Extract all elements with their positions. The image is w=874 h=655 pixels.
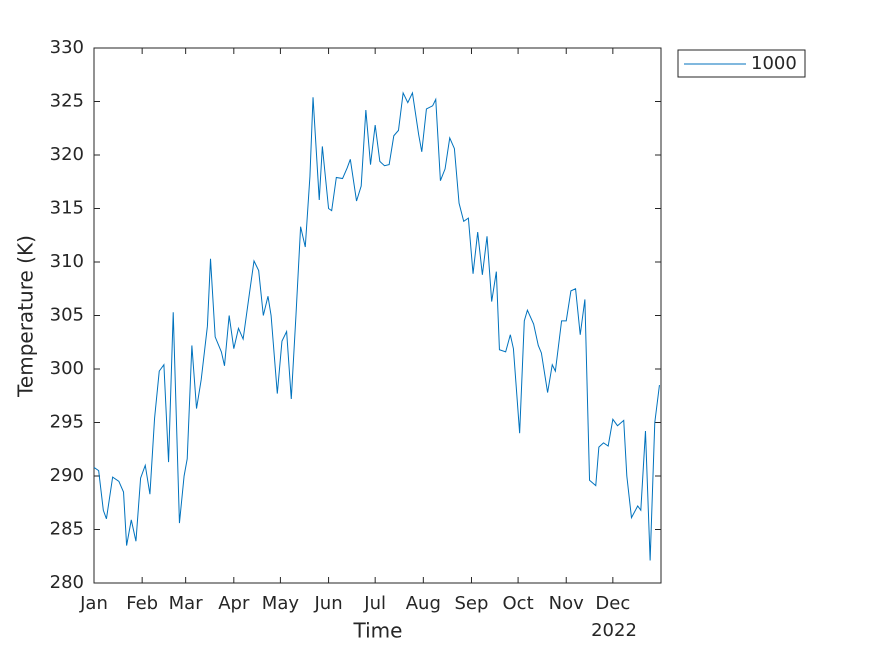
- y-tick-label: 315: [50, 198, 84, 219]
- plot-area: [93, 47, 662, 584]
- y-tick-label: 280: [50, 572, 84, 593]
- x-tick-label: Dec: [595, 593, 630, 614]
- y-tick-label: 295: [50, 412, 84, 433]
- x-tick-label: Mar: [169, 593, 204, 614]
- x-tick-label: Jul: [363, 593, 386, 614]
- x-tick-label: Aug: [406, 593, 441, 614]
- y-tick-label: 330: [50, 37, 84, 58]
- y-axis-label: Temperature (K): [14, 235, 38, 398]
- y-tick-label: 320: [50, 144, 84, 165]
- y-tick-label: 290: [50, 465, 84, 486]
- legend-label: 1000: [751, 53, 797, 74]
- x-tick-label: May: [262, 593, 300, 614]
- x-tick-label: Sep: [455, 593, 489, 614]
- x-tick-label: Oct: [503, 593, 534, 614]
- y-tick-label: 310: [50, 251, 84, 272]
- x-tick-label: Feb: [126, 593, 158, 614]
- y-tick-label: 325: [50, 91, 84, 112]
- x-tick-label: Jan: [79, 593, 108, 614]
- y-tick-label: 285: [50, 519, 84, 540]
- x-tick-label: Apr: [218, 593, 250, 614]
- x-axis-label: Time: [353, 619, 403, 643]
- x-tick-label: Jun: [314, 593, 343, 614]
- y-tick-label: 300: [50, 358, 84, 379]
- data-line: [93, 91, 660, 561]
- x-tick-label: Nov: [549, 593, 584, 614]
- y-tick-label: 305: [50, 305, 84, 326]
- x-secondary-label: 2022: [591, 620, 637, 641]
